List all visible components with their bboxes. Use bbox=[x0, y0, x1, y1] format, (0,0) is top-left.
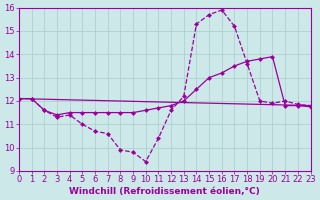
X-axis label: Windchill (Refroidissement éolien,°C): Windchill (Refroidissement éolien,°C) bbox=[69, 187, 260, 196]
